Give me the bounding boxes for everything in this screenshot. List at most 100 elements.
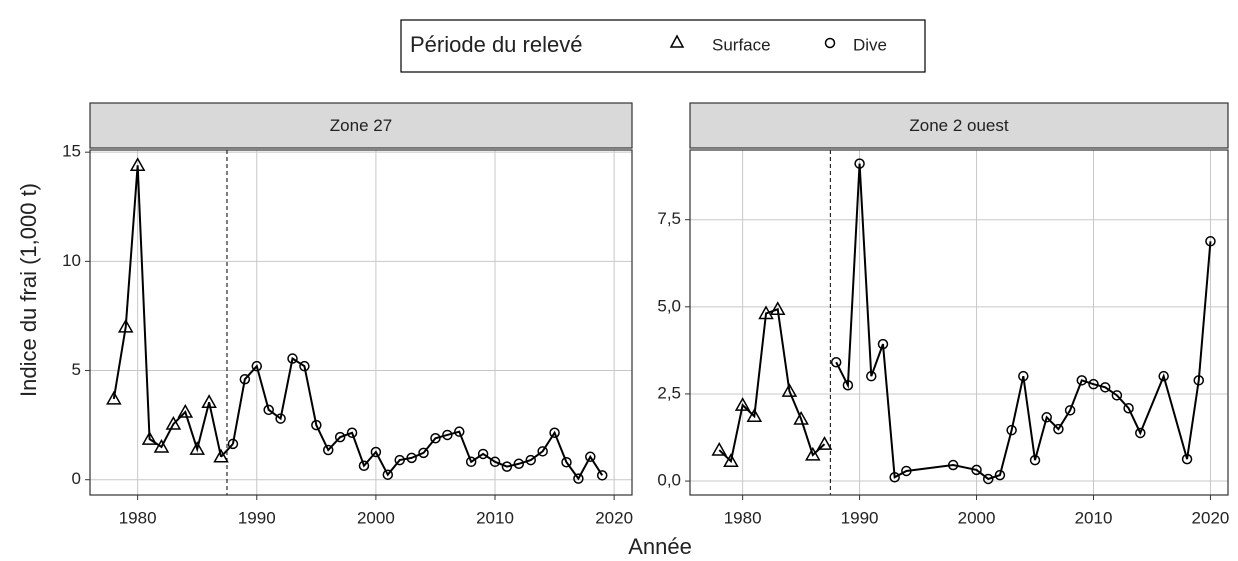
data-point [889,471,900,483]
data-point [793,411,809,425]
data-point [213,448,229,463]
data-point [1158,370,1169,382]
y-tick-label: 7,5 [657,209,681,228]
data-point [994,469,1006,481]
data-point [781,383,798,397]
x-tick-label: 2010 [476,508,514,527]
data-point [129,157,146,172]
data-point [1193,375,1205,386]
data-point [947,459,959,471]
data-point [165,416,182,430]
data-point [1181,453,1193,465]
data-point [430,432,441,444]
data-point [901,465,912,477]
data-point [1135,427,1146,439]
x-tick-label: 1990 [238,508,276,527]
data-point [1029,454,1041,466]
data-point [758,305,774,320]
x-axis-title: Année [628,534,692,559]
legend-marker [669,34,685,48]
x-tick-label: 2020 [595,508,633,527]
series-line [112,165,223,458]
data-point [573,473,584,484]
data-point [842,379,854,391]
data-point [346,427,358,439]
data-point [1006,424,1017,436]
data-point [1053,423,1064,435]
data-point [334,431,346,443]
panel [90,150,632,495]
x-tick-label: 1980 [119,508,157,527]
data-point [854,158,865,169]
legend-box [400,19,926,73]
data-point [358,460,370,471]
data-point [263,404,274,416]
data-point [177,404,194,418]
data-point [734,397,751,411]
data-point [227,438,239,450]
data-point [1018,370,1029,382]
y-axis-title: Indice du frai (1,000 t) [16,183,41,397]
data-point [394,454,405,466]
data-point [299,360,310,372]
legend-label: Dive [853,35,887,54]
y-tick-label: 0 [72,469,81,488]
data-point [106,390,122,405]
data-point [442,429,453,441]
data-point [1123,402,1134,414]
data-point [585,451,596,463]
data-point [322,444,334,456]
data-point [513,458,525,470]
data-point [971,464,982,476]
data-point [1076,375,1088,386]
data-point [525,454,536,466]
panel-border [689,149,1229,496]
data-point [153,438,170,453]
y-tick-label: 2,5 [657,383,681,402]
data-point [311,419,322,431]
series-line [835,163,1212,481]
facet-strip [89,102,633,149]
series-line [231,356,604,481]
x-tick-label: 2000 [958,508,996,527]
data-point [1111,390,1123,401]
x-tick-label: 2000 [357,508,395,527]
data-point [596,470,608,481]
data-point [1041,412,1052,423]
series-line [718,307,826,464]
facet-title: Zone 27 [330,116,392,135]
data-point [1205,236,1216,247]
data-point [816,436,833,450]
data-point [877,338,889,350]
y-tick-label: 10 [62,251,81,270]
x-tick-label: 2010 [1075,508,1113,527]
data-point [489,456,501,468]
data-point [537,446,548,457]
y-tick-label: 5 [72,360,81,379]
data-point [418,447,429,459]
data-point [561,456,572,468]
data-point [454,426,465,437]
x-tick-label: 2020 [1192,508,1230,527]
x-tick-label: 1990 [841,508,879,527]
data-point [501,461,513,472]
data-point [189,441,205,455]
legend-label: Surface [712,35,771,54]
data-point [1099,382,1111,393]
data-point [141,431,158,445]
data-point [465,456,477,468]
x-tick-label: 1980 [724,508,762,527]
data-point [251,360,263,372]
data-point [746,408,763,422]
data-point [830,356,842,368]
data-point [769,301,786,316]
data-point [382,469,394,480]
data-point [287,353,298,364]
data-point [406,452,417,464]
panel-border [89,149,633,496]
data-point [723,453,739,467]
data-point [201,394,217,408]
y-tick-label: 5,0 [657,296,681,315]
